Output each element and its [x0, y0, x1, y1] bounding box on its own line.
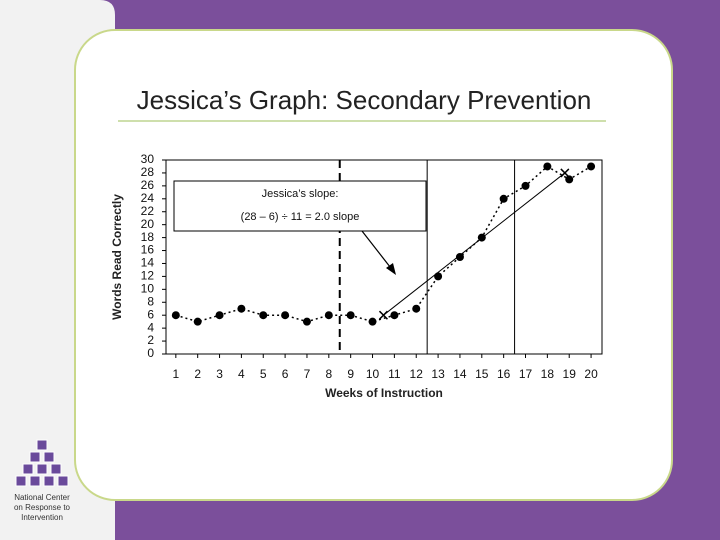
logo: National Center on Response to Intervent… — [14, 439, 71, 522]
annotation-arrow — [361, 230, 395, 273]
data-line — [175, 165, 592, 323]
x-tick-label: 15 — [475, 367, 489, 381]
x-tick-label: 6 — [282, 367, 289, 381]
y-tick-label: 0 — [147, 346, 154, 360]
data-point — [521, 181, 530, 190]
logo-text: on Response to — [14, 503, 71, 512]
annotation: Jessica’s slope: — [262, 188, 339, 200]
y-tick-label: 26 — [141, 178, 155, 192]
y-axis-label: Words Read Correctly — [110, 194, 124, 320]
x-tick-label: 3 — [216, 367, 223, 381]
slide-title: Jessica’s Graph: Secondary Prevention — [137, 85, 592, 115]
data-point — [477, 233, 486, 242]
x-tick-label: 9 — [347, 367, 354, 381]
data-point — [543, 162, 552, 171]
y-tick-label: 22 — [141, 204, 155, 218]
data-point — [368, 317, 377, 326]
y-tick-label: 6 — [147, 307, 154, 321]
slope-marker — [560, 168, 570, 178]
x-tick-label: 5 — [260, 367, 267, 381]
arrow-head — [386, 263, 396, 275]
y-tick-label: 16 — [141, 243, 155, 257]
x-tick-label: 14 — [453, 367, 467, 381]
data-point — [499, 194, 508, 203]
y-tick-label: 4 — [147, 320, 154, 334]
x-tick-label: 20 — [584, 367, 598, 381]
y-tick-label: 8 — [147, 294, 154, 308]
data-point — [193, 317, 202, 326]
data-point — [237, 304, 246, 313]
data-point — [565, 175, 574, 184]
y-tick-label: 20 — [141, 217, 155, 231]
data-point — [302, 317, 311, 326]
data-point — [412, 304, 421, 313]
y-tick-label: 12 — [141, 269, 155, 283]
data-point — [259, 311, 268, 320]
data-point — [434, 272, 443, 281]
x-tick-label: 13 — [431, 367, 445, 381]
x-tick-label: 4 — [238, 367, 245, 381]
x-axis-label: Weeks of Instruction — [325, 386, 443, 400]
x-tick-label: 7 — [304, 367, 311, 381]
y-tick-label: 14 — [141, 256, 155, 270]
x-tick-label: 17 — [519, 367, 533, 381]
slope-marker — [378, 310, 388, 320]
data-point — [171, 311, 180, 320]
x-tick-label: 10 — [366, 367, 380, 381]
data-point — [324, 311, 333, 320]
data-point — [587, 162, 596, 171]
y-tick-label: 2 — [147, 333, 154, 347]
y-tick-label: 30 — [141, 152, 155, 166]
x-tick-label: 1 — [172, 367, 179, 381]
x-tick-label: 16 — [497, 367, 511, 381]
data-point — [390, 311, 399, 320]
y-tick-label: 18 — [141, 230, 155, 244]
x-tick-label: 8 — [325, 367, 332, 381]
plot-frame — [165, 159, 603, 355]
data-point — [455, 253, 464, 261]
y-tick-label: 10 — [141, 282, 155, 296]
logo-text: Intervention — [21, 513, 63, 522]
y-tick-label: 28 — [141, 165, 155, 179]
data-point — [346, 311, 355, 320]
data-point — [215, 311, 224, 320]
annotation: (28 – 6) ÷ 11 = 2.0 slope — [241, 211, 360, 223]
x-tick-label: 19 — [563, 367, 577, 381]
y-tick-label: 24 — [141, 191, 155, 205]
data-point — [281, 311, 290, 320]
x-tick-label: 18 — [541, 367, 555, 381]
logo-text: National Center — [14, 493, 70, 502]
x-tick-label: 2 — [194, 367, 201, 381]
x-tick-label: 11 — [388, 367, 401, 381]
card — [74, 29, 673, 501]
x-tick-label: 12 — [410, 367, 424, 381]
annotation-box — [173, 180, 427, 232]
